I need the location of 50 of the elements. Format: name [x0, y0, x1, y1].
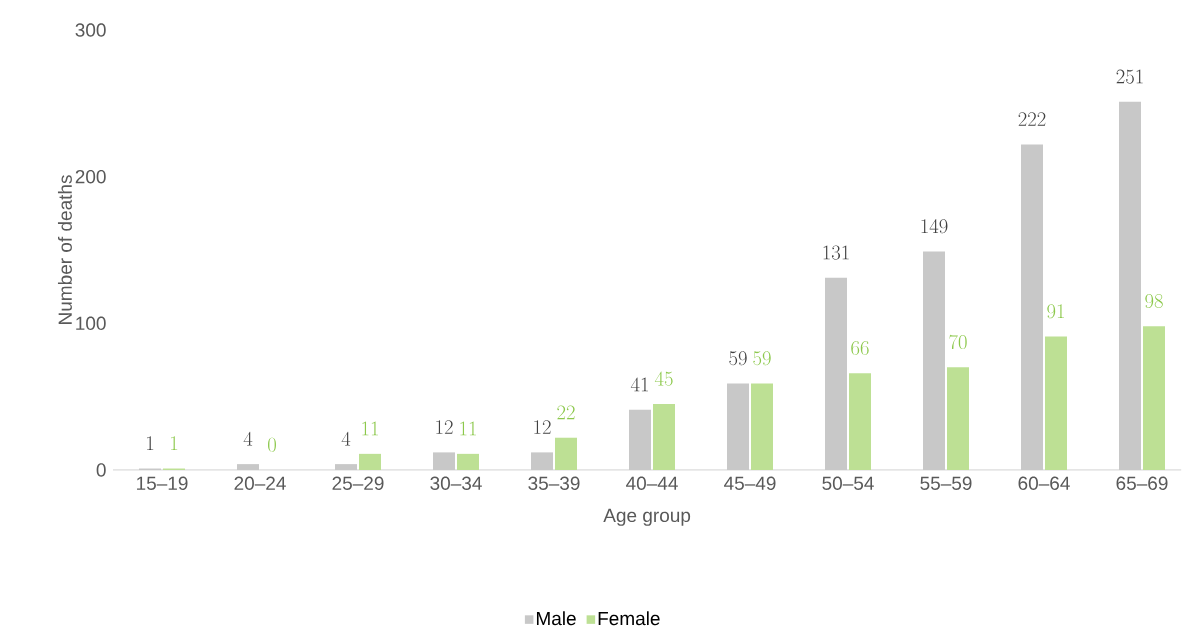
- legend-label: Female: [598, 611, 660, 626]
- data-label: 98: [1145, 294, 1163, 309]
- y-tick-label: 0: [96, 463, 106, 477]
- data-label: 0: [268, 437, 276, 452]
- y-tick-label: 300: [75, 23, 106, 37]
- data-label: 12: [534, 420, 551, 434]
- data-label: 4: [243, 431, 253, 446]
- bar: [849, 373, 872, 470]
- bar: [947, 367, 970, 470]
- x-axis-title: Age group: [603, 508, 691, 526]
- data-label: 45: [654, 371, 673, 386]
- x-tick-label: 50–54: [822, 476, 874, 490]
- data-label: 12: [436, 420, 453, 434]
- bar: [555, 437, 578, 470]
- x-tick-label: 30–34: [430, 476, 482, 490]
- bar: [1143, 326, 1165, 470]
- x-tick-label: 40–44: [626, 476, 678, 490]
- bar: [751, 383, 774, 470]
- data-label: 66: [851, 340, 869, 355]
- data-label: 1: [147, 436, 154, 450]
- data-label: 59: [729, 351, 747, 366]
- data-label: 22: [557, 405, 575, 420]
- y-tick-label: 100: [76, 316, 106, 331]
- data-label: 149: [921, 219, 948, 234]
- bar: [359, 453, 382, 470]
- bar: [1045, 336, 1068, 470]
- x-tick-label: 65–69: [1116, 476, 1168, 490]
- legend-label: Male: [536, 611, 576, 626]
- data-label: 70: [949, 334, 967, 350]
- data-label: 11: [362, 421, 378, 436]
- data-label: 222: [1018, 112, 1046, 126]
- data-label: 1: [171, 436, 178, 450]
- bar: [653, 403, 676, 470]
- bar: [457, 453, 480, 470]
- x-tick-label: 55–59: [920, 476, 972, 490]
- data-label: 11: [460, 421, 476, 436]
- y-axis-title: Number of deaths: [57, 175, 72, 324]
- data-label: 91: [1047, 304, 1064, 319]
- y-tick-label: 200: [75, 169, 106, 184]
- data-label: 59: [753, 351, 771, 366]
- data-label: 4: [341, 431, 351, 446]
- x-tick-label: 20–24: [234, 476, 286, 490]
- data-label: 251: [1116, 69, 1143, 84]
- x-tick-label: 35–39: [528, 476, 580, 490]
- data-label: 131: [823, 245, 849, 260]
- data-label: 41: [630, 377, 648, 392]
- x-tick-label: 60–64: [1018, 476, 1070, 490]
- x-tick-label: 15–19: [137, 476, 188, 490]
- x-tick-label: 25–29: [332, 476, 384, 490]
- x-tick-label: 45–49: [724, 476, 776, 490]
